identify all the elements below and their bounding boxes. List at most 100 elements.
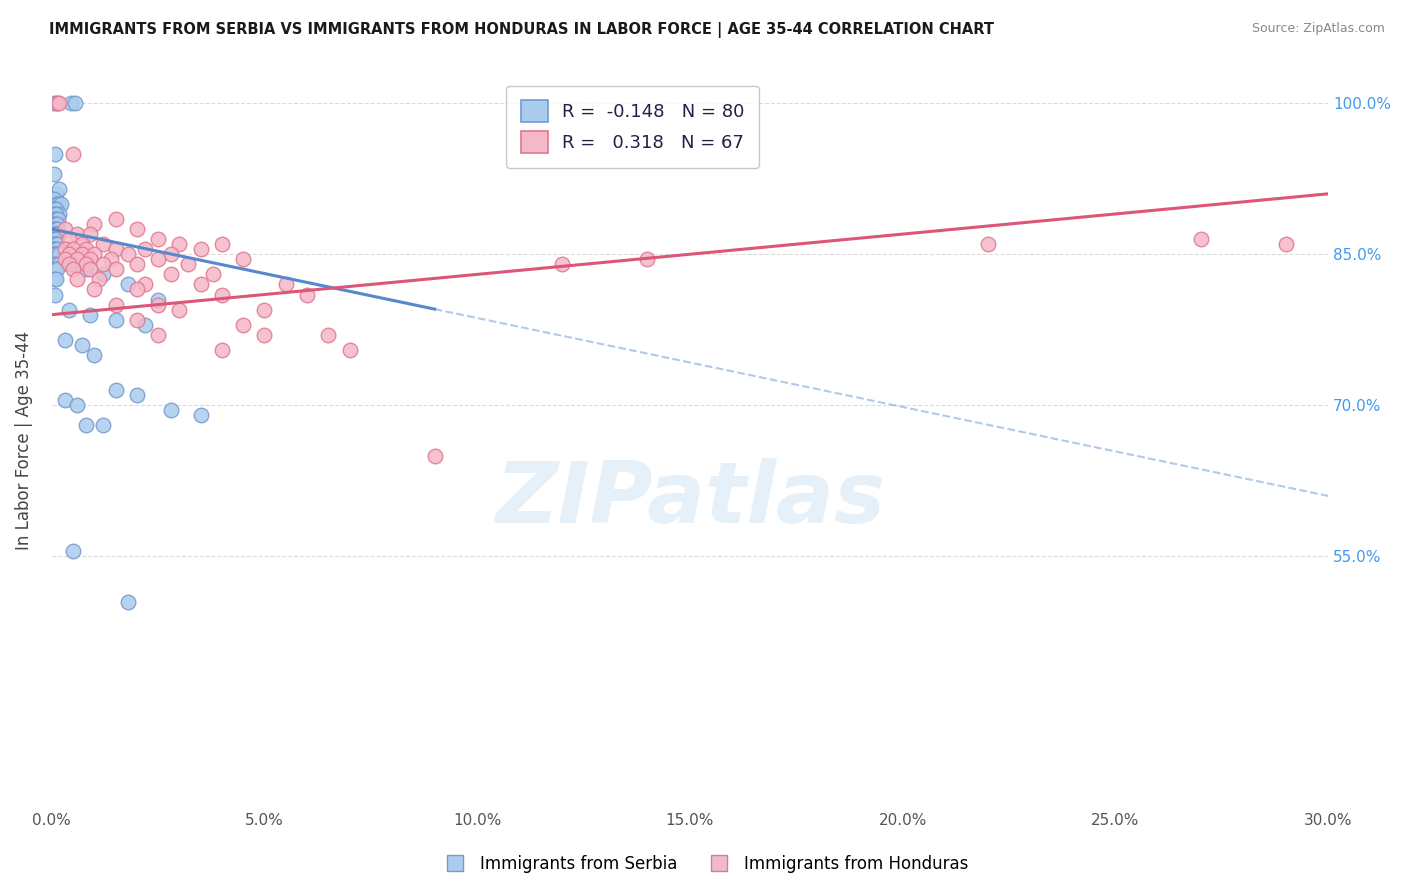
Point bbox=[44, 212, 66, 227]
Point bbox=[232, 318, 254, 332]
Point bbox=[190, 277, 212, 292]
Point bbox=[190, 409, 212, 423]
Point bbox=[53, 333, 76, 347]
Point bbox=[79, 227, 101, 241]
Point bbox=[70, 247, 93, 261]
Point bbox=[70, 338, 93, 352]
Point bbox=[45, 242, 67, 256]
Point bbox=[211, 343, 233, 357]
Point bbox=[117, 594, 139, 608]
Point bbox=[62, 146, 84, 161]
Point bbox=[83, 247, 105, 261]
Point bbox=[45, 212, 67, 227]
Point bbox=[104, 212, 127, 227]
Point bbox=[42, 242, 65, 256]
Point bbox=[44, 247, 66, 261]
Point bbox=[66, 252, 89, 267]
Point bbox=[62, 544, 84, 558]
Point bbox=[42, 247, 65, 261]
Text: ZIPatlas: ZIPatlas bbox=[495, 458, 884, 541]
Point bbox=[58, 302, 80, 317]
Point bbox=[104, 262, 127, 277]
Point bbox=[134, 277, 156, 292]
Point bbox=[160, 268, 183, 282]
Point bbox=[44, 232, 66, 246]
Point bbox=[44, 232, 66, 246]
Point bbox=[45, 237, 67, 252]
Point bbox=[125, 283, 148, 297]
Point bbox=[146, 252, 169, 267]
Point bbox=[42, 212, 65, 227]
Point bbox=[104, 312, 127, 326]
Point bbox=[48, 182, 70, 196]
Point bbox=[66, 227, 89, 241]
Point bbox=[232, 252, 254, 267]
Point bbox=[339, 343, 361, 357]
Point bbox=[44, 222, 66, 236]
Point bbox=[45, 207, 67, 221]
Point bbox=[45, 227, 67, 241]
Point bbox=[91, 268, 114, 282]
Point bbox=[44, 167, 66, 181]
Point bbox=[177, 257, 200, 271]
Point bbox=[53, 393, 76, 408]
Point bbox=[45, 96, 67, 111]
Point bbox=[75, 418, 97, 433]
Point bbox=[45, 272, 67, 286]
Point bbox=[46, 227, 69, 241]
Point bbox=[44, 262, 66, 277]
Point bbox=[253, 302, 276, 317]
Point bbox=[49, 197, 72, 211]
Point bbox=[70, 237, 93, 252]
Point bbox=[87, 272, 110, 286]
Point bbox=[83, 348, 105, 362]
Point bbox=[104, 297, 127, 311]
Point bbox=[53, 252, 76, 267]
Point bbox=[125, 388, 148, 402]
Point bbox=[75, 262, 97, 277]
Point bbox=[79, 262, 101, 277]
Point bbox=[91, 418, 114, 433]
Point bbox=[46, 212, 69, 227]
Point bbox=[423, 449, 446, 463]
Point bbox=[134, 242, 156, 256]
Point bbox=[48, 257, 70, 271]
Point bbox=[45, 96, 67, 111]
Point bbox=[44, 242, 66, 256]
Point bbox=[190, 242, 212, 256]
Point bbox=[42, 232, 65, 246]
Point bbox=[977, 237, 1000, 252]
Point bbox=[66, 272, 89, 286]
Point bbox=[46, 222, 69, 236]
Point bbox=[160, 403, 183, 417]
Point bbox=[169, 302, 191, 317]
Point bbox=[42, 272, 65, 286]
Point bbox=[295, 287, 318, 301]
Point bbox=[58, 232, 80, 246]
Point bbox=[62, 262, 84, 277]
Point bbox=[91, 237, 114, 252]
Point bbox=[253, 327, 276, 342]
Point bbox=[45, 186, 67, 201]
Point bbox=[62, 242, 84, 256]
Point bbox=[42, 247, 65, 261]
Point bbox=[125, 257, 148, 271]
Legend: Immigrants from Serbia, Immigrants from Honduras: Immigrants from Serbia, Immigrants from … bbox=[432, 848, 974, 880]
Point bbox=[42, 192, 65, 206]
Point bbox=[45, 222, 67, 236]
Point bbox=[44, 287, 66, 301]
Point bbox=[117, 277, 139, 292]
Point bbox=[48, 96, 70, 111]
Point bbox=[42, 237, 65, 252]
Point bbox=[58, 257, 80, 271]
Point bbox=[83, 283, 105, 297]
Point bbox=[75, 257, 97, 271]
Point bbox=[46, 237, 69, 252]
Point bbox=[83, 217, 105, 231]
Point bbox=[42, 222, 65, 236]
Point bbox=[45, 217, 67, 231]
Point bbox=[636, 252, 658, 267]
Point bbox=[160, 247, 183, 261]
Point bbox=[146, 297, 169, 311]
Point bbox=[146, 293, 169, 307]
